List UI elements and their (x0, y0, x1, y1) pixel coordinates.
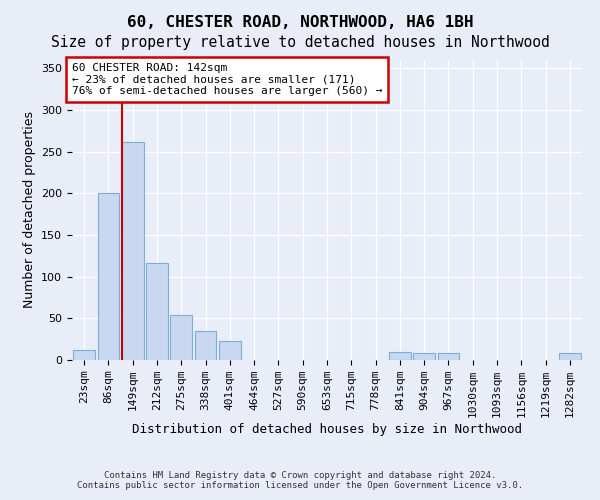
Text: Contains HM Land Registry data © Crown copyright and database right 2024.
Contai: Contains HM Land Registry data © Crown c… (77, 470, 523, 490)
Bar (219, 341, 241, 360)
Bar (97, 194, 119, 360)
Bar (389, 352, 411, 360)
Y-axis label: Number of detached properties: Number of detached properties (23, 112, 35, 308)
Bar (73, 350, 95, 360)
X-axis label: Distribution of detached houses by size in Northwood: Distribution of detached houses by size … (132, 422, 522, 436)
Bar (437, 352, 460, 360)
Text: Size of property relative to detached houses in Northwood: Size of property relative to detached ho… (50, 35, 550, 50)
Text: 60, CHESTER ROAD, NORTHWOOD, HA6 1BH: 60, CHESTER ROAD, NORTHWOOD, HA6 1BH (127, 15, 473, 30)
Bar (413, 354, 435, 360)
Bar (194, 331, 217, 360)
Bar (122, 142, 143, 360)
Text: 60 CHESTER ROAD: 142sqm
← 23% of detached houses are smaller (171)
76% of semi-d: 60 CHESTER ROAD: 142sqm ← 23% of detache… (72, 63, 383, 96)
Bar (170, 315, 192, 360)
Bar (146, 264, 168, 360)
Bar (559, 354, 581, 360)
